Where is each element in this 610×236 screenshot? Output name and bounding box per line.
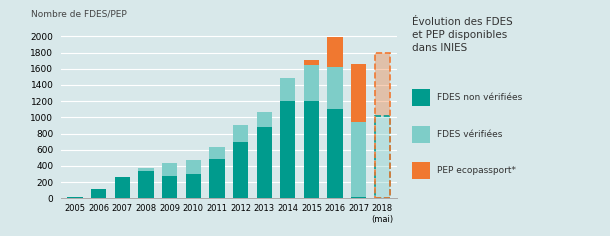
Bar: [233, 125, 248, 142]
Bar: [68, 197, 83, 198]
Bar: [304, 65, 319, 101]
Bar: [328, 109, 343, 198]
Bar: [375, 53, 390, 198]
Text: Évolution des FDES
et PEP disponibles
dans INIES: Évolution des FDES et PEP disponibles da…: [412, 17, 512, 53]
Bar: [375, 116, 390, 198]
Bar: [138, 168, 154, 171]
Bar: [375, 53, 390, 116]
Bar: [185, 160, 201, 174]
Bar: [209, 159, 224, 198]
Text: FDES non vérifiées: FDES non vérifiées: [437, 93, 523, 102]
Bar: [280, 101, 295, 198]
Bar: [304, 60, 319, 65]
Bar: [257, 112, 272, 127]
Bar: [328, 67, 343, 109]
Bar: [351, 122, 367, 197]
Text: FDES vérifiées: FDES vérifiées: [437, 130, 503, 139]
Bar: [351, 64, 367, 122]
Bar: [375, 116, 390, 198]
Text: Nombre de FDES/PEP: Nombre de FDES/PEP: [30, 9, 126, 18]
Bar: [233, 142, 248, 198]
Bar: [257, 127, 272, 198]
Bar: [209, 147, 224, 159]
Bar: [115, 177, 130, 198]
Text: PEP ecopassport*: PEP ecopassport*: [437, 166, 517, 175]
Bar: [138, 171, 154, 198]
Bar: [162, 176, 178, 198]
Bar: [304, 101, 319, 198]
Bar: [351, 197, 367, 198]
Bar: [162, 163, 178, 176]
Bar: [91, 189, 107, 198]
Bar: [185, 174, 201, 198]
Bar: [280, 78, 295, 101]
Bar: [328, 37, 343, 67]
